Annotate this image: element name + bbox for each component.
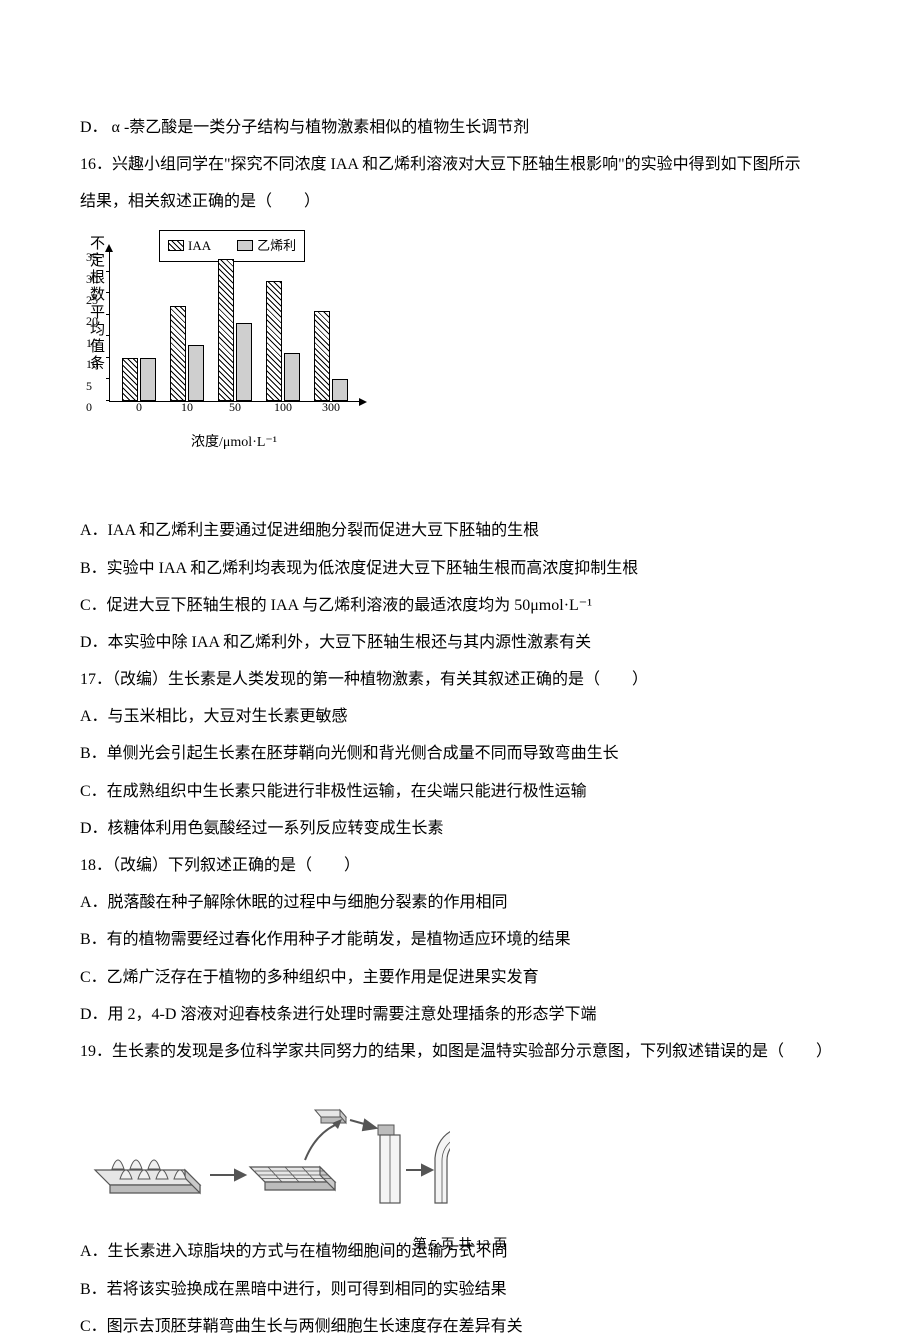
q17-option-a: A．与玉米相比，大豆对生长素更敏感 [80,699,840,734]
q19-option-c: C．图示去顶胚芽鞘弯曲生长与两侧细胞生长速度存在差异有关 [80,1309,840,1344]
arrow-4 [406,1165,432,1175]
bar-group [170,306,204,400]
page-footer: 第 5 页 共 13 页 [413,1231,508,1262]
q18-option-d: D．用 2，4-D 溶液对迎春枝条进行处理时需要注意处理插条的形态学下端 [80,997,840,1032]
arrow-3 [350,1120,376,1130]
x-tick-label: 300 [322,394,340,420]
legend-swatch-eth [237,240,253,251]
bar-group [314,311,348,401]
bar-iaa [314,311,330,401]
q17-option-b: B．单侧光会引起生长素在胚芽鞘向光侧和背光侧合成量不同而导致弯曲生长 [80,736,840,771]
y-tick-label: 35 [86,244,98,270]
footer-suffix: 页 [490,1238,508,1253]
y-tick-mark [106,250,110,251]
footer-mid: 页 共 [437,1238,476,1253]
chart-x-axis-label: 浓度/μmol·L⁻¹ [109,428,359,459]
q16-stem-line2: 结果，相关叙述正确的是（ ） [80,184,840,219]
q18-option-c: C．乙烯广泛存在于植物的多种组织中，主要作用是促进果实发育 [80,960,840,995]
q16-stem-line1: 16．兴趣小组同学在"探究不同浓度 IAA 和乙烯利溶液对大豆下胚轴生根影响"的… [80,147,840,182]
option-d-q15: D． α -萘乙酸是一类分子结构与植物激素相似的植物生长调节剂 [80,110,840,145]
y-tick-mark [106,400,110,401]
q19-stem: 19．生长素的发现是多位科学家共同努力的结果，如图是温特实验部分示意图，下列叙述… [80,1034,840,1069]
q16-option-b: B．实验中 IAA 和乙烯利均表现为低浓度促进大豆下胚轴生根而高浓度抑制生根 [80,551,840,586]
bar-eth [236,323,252,400]
bar-group [266,281,300,401]
bar-iaa [218,259,234,400]
y-tick-mark [106,314,110,315]
x-tick-label: 10 [181,394,193,420]
went-experiment-svg [90,1075,450,1215]
x-tick-label: 0 [136,394,142,420]
q19-option-b: B．若将该实验换成在黑暗中进行，则可得到相同的实验结果 [80,1272,840,1307]
arrow-1 [210,1170,245,1180]
y-tick-mark [106,335,110,336]
q16-option-d: D．本实验中除 IAA 和乙烯利外，大豆下胚轴生根还与其内源性激素有关 [80,625,840,660]
legend-swatch-iaa [168,240,184,251]
bar-eth [140,358,156,401]
agar-block-lifted [315,1110,346,1123]
stage4-bent [435,1130,450,1203]
q17-option-c: C．在成熟组织中生长素只能进行非极性运输，在尖端只能进行极性运输 [80,774,840,809]
bar-iaa [266,281,282,401]
q18-option-b: B．有的植物需要经过春化作用种子才能萌发，是植物适应环境的结果 [80,922,840,957]
chart-plot-area: 0510152025303501050100300 [109,252,359,402]
stage3-upright [378,1125,400,1203]
q16-bar-chart: 不定根数平均值条 IAA 乙烯利 05101520253035010501003… [90,228,840,459]
footer-prefix: 第 [413,1238,431,1253]
x-tick-label: 50 [229,394,241,420]
bar-eth [188,345,204,401]
x-tick-label: 100 [274,394,292,420]
x-axis-arrow [359,398,367,406]
bar-group [218,259,252,400]
q16-option-a: A．IAA 和乙烯利主要通过促进细胞分裂而促进大豆下胚轴的生根 [80,513,840,548]
footer-page: 5 [430,1238,437,1253]
y-tick-mark [106,378,110,379]
y-tick-mark [106,292,110,293]
q17-option-d: D．核糖体利用色氨酸经过一系列反应转变成生长素 [80,811,840,846]
q18-stem: 18．（改编）下列叙述正确的是（ ） [80,848,840,883]
q19-experiment-diagram [90,1075,840,1228]
y-tick-mark [106,357,110,358]
q18-option-a: A．脱落酸在种子解除休眠的过程中与细胞分裂素的作用相同 [80,885,840,920]
y-tick-mark [106,271,110,272]
stage1-plate [95,1160,200,1193]
q16-option-c: C．促进大豆下胚轴生根的 IAA 与乙烯利溶液的最适浓度均为 50μmol·L⁻… [80,588,840,623]
arrow-2 [305,1119,342,1160]
footer-total: 13 [476,1238,490,1253]
stage2-blocks [250,1167,335,1190]
q17-stem: 17．（改编）生长素是人类发现的第一种植物激素，有关其叙述正确的是（ ） [80,662,840,697]
bar-iaa [170,306,186,400]
